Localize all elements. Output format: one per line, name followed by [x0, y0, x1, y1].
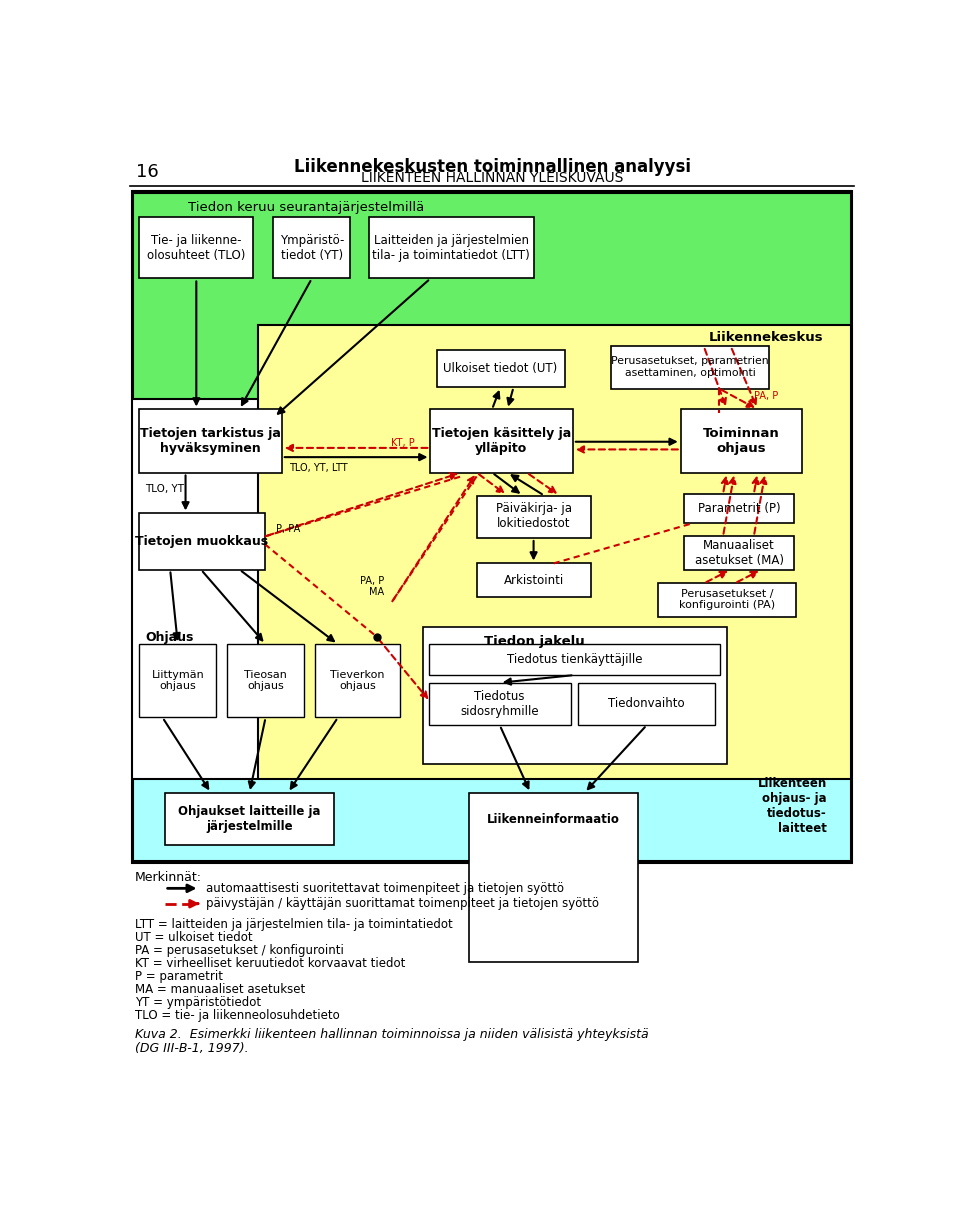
Bar [430, 410, 573, 472]
Text: Manuaaliset
asetukset (MA): Manuaaliset asetukset (MA) [695, 539, 783, 567]
Text: Liittymän
ohjaus: Liittymän ohjaus [152, 669, 204, 691]
Bar [258, 325, 851, 861]
Text: Tietojen tarkistus ja
hyväksyminen: Tietojen tarkistus ja hyväksyminen [140, 427, 280, 455]
Bar [139, 645, 216, 717]
Bar [274, 216, 350, 278]
Text: LTT = laitteiden ja järjestelmien tila- ja toimintatiedot: LTT = laitteiden ja järjestelmien tila- … [134, 918, 452, 931]
Text: Tiedon jakelu: Tiedon jakelu [484, 635, 585, 648]
Text: Liikenneinformaatio: Liikenneinformaatio [487, 813, 620, 825]
Text: Liikennekeskusten toiminnallinen analyysi: Liikennekeskusten toiminnallinen analyys… [294, 159, 690, 176]
Bar [468, 793, 638, 962]
Bar [437, 351, 565, 387]
Text: PA, P: PA, P [754, 391, 778, 401]
Bar [228, 645, 304, 717]
Bar [133, 779, 851, 861]
Text: Tiedotus tienkäyttäjille: Tiedotus tienkäyttäjille [507, 653, 642, 667]
Text: Ohjaus: Ohjaus [146, 631, 194, 645]
Text: Tiedonvaihto: Tiedonvaihto [609, 697, 685, 710]
Text: (DG III-B-1, 1997).: (DG III-B-1, 1997). [134, 1042, 249, 1055]
Bar [476, 563, 590, 598]
Text: TLO = tie- ja liikenneolosuhdetieto: TLO = tie- ja liikenneolosuhdetieto [134, 1010, 340, 1022]
Text: päivystäjän / käyttäjän suorittamat toimenpiteet ja tietojen syöttö: päivystäjän / käyttäjän suorittamat toim… [205, 897, 599, 910]
Bar [139, 216, 253, 278]
Text: Kuva 2.  Esimerkki liikenteen hallinnan toiminnoissa ja niiden välisistä yhteyks: Kuva 2. Esimerkki liikenteen hallinnan t… [134, 1028, 648, 1042]
Text: Tietojen muokkaus: Tietojen muokkaus [135, 535, 268, 547]
Text: MA = manuaaliset asetukset: MA = manuaaliset asetukset [134, 983, 305, 996]
Bar [612, 347, 769, 389]
Bar [658, 583, 796, 616]
Text: Tietojen käsittely ja
ylläpito: Tietojen käsittely ja ylläpito [432, 427, 571, 455]
Text: Arkistointi: Arkistointi [503, 574, 564, 587]
Text: P, PA: P, PA [276, 524, 300, 534]
Text: Liikenteen
ohjaus- ja
tiedotus-
laitteet: Liikenteen ohjaus- ja tiedotus- laitteet [757, 777, 827, 835]
Text: UT = ulkoiset tiedot: UT = ulkoiset tiedot [134, 931, 252, 943]
Bar [315, 645, 399, 717]
Text: TLO, YT, LTT: TLO, YT, LTT [290, 464, 348, 474]
Text: Parametrit (P): Parametrit (P) [698, 502, 780, 515]
Text: Tie- ja liikenne-
olosuhteet (TLO): Tie- ja liikenne- olosuhteet (TLO) [147, 234, 246, 262]
Bar [139, 513, 265, 569]
Text: Ympäristö-
tiedot (YT): Ympäristö- tiedot (YT) [279, 234, 344, 262]
Bar [133, 193, 851, 400]
Bar [681, 410, 803, 472]
Text: Ulkoiset tiedot (UT): Ulkoiset tiedot (UT) [444, 362, 558, 375]
Text: Ohjaukset laitteille ja
järjestelmille: Ohjaukset laitteille ja järjestelmille [179, 806, 321, 833]
Text: Perusasetukset /
konfigurointi (PA): Perusasetukset / konfigurointi (PA) [679, 589, 775, 610]
Bar [684, 494, 794, 523]
Bar [139, 410, 282, 472]
Text: Toiminnan
ohjaus: Toiminnan ohjaus [703, 427, 780, 455]
Bar [132, 192, 852, 863]
Bar [165, 793, 334, 845]
Text: Päiväkirja- ja
lokitiedostot: Päiväkirja- ja lokitiedostot [495, 502, 571, 530]
Bar [422, 627, 727, 764]
Bar [429, 683, 571, 726]
Text: KT = virheelliset keruutiedot korvaavat tiedot: KT = virheelliset keruutiedot korvaavat … [134, 957, 405, 970]
Text: LIIKENTEEN HALLINNAN YLEISKUVAUS: LIIKENTEEN HALLINNAN YLEISKUVAUS [361, 171, 623, 184]
Text: YT = ympäristötiedot: YT = ympäristötiedot [134, 996, 261, 1009]
Text: Laitteiden ja järjestelmien
tila- ja toimintatiedot (LTT): Laitteiden ja järjestelmien tila- ja toi… [372, 234, 530, 262]
Bar [578, 683, 715, 726]
Bar [476, 496, 590, 538]
Text: KT, P: KT, P [392, 438, 415, 448]
Bar [429, 645, 720, 675]
Text: Perusasetukset, parametrien
asettaminen, optimointi: Perusasetukset, parametrien asettaminen,… [612, 357, 769, 378]
Text: automaattisesti suoritettavat toimenpiteet ja tietojen syöttö: automaattisesti suoritettavat toimenpite… [205, 882, 564, 895]
Text: PA, P
MA: PA, P MA [360, 576, 384, 598]
Text: Tieosan
ohjaus: Tieosan ohjaus [244, 669, 287, 691]
Text: Tieverkon
ohjaus: Tieverkon ohjaus [330, 669, 385, 691]
Text: Liikennekeskus: Liikennekeskus [708, 331, 823, 344]
Text: Merkinnät:: Merkinnät: [134, 871, 202, 884]
Text: P = parametrit: P = parametrit [134, 970, 223, 983]
Text: PA = perusasetukset / konfigurointi: PA = perusasetukset / konfigurointi [134, 943, 344, 957]
Text: TLO, YT: TLO, YT [146, 485, 184, 494]
Text: Tiedon keruu seurantajärjestelmillä: Tiedon keruu seurantajärjestelmillä [188, 202, 424, 214]
Bar [369, 216, 535, 278]
Bar [684, 536, 794, 569]
Text: 16: 16 [136, 164, 159, 181]
Text: Tiedotus
sidosryhmille: Tiedotus sidosryhmille [461, 690, 539, 717]
